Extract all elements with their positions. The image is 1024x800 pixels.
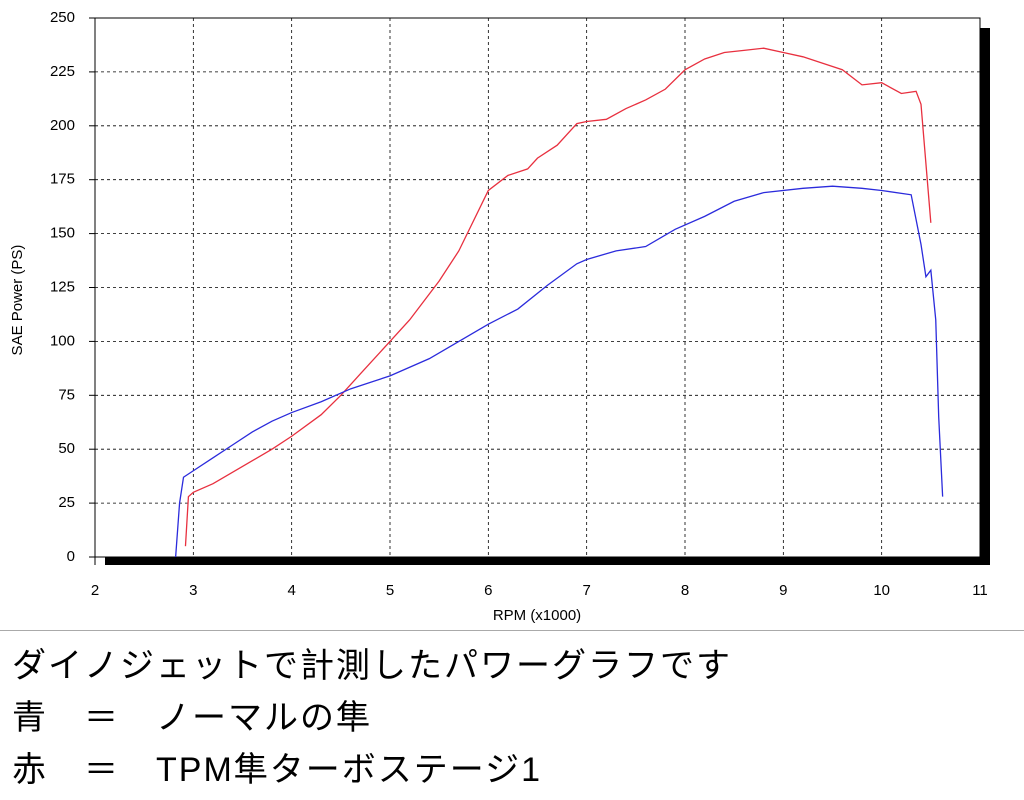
x-tick-label: 6	[484, 582, 492, 599]
y-tick-label: 100	[50, 332, 75, 349]
y-tick-label: 25	[58, 494, 75, 511]
y-tick-label: 250	[50, 9, 75, 26]
y-tick-label: 75	[58, 386, 75, 403]
y-tick-label: 150	[50, 225, 75, 242]
y-tick-label: 175	[50, 171, 75, 188]
caption: ダイノジェットで計測したパワーグラフです	[12, 647, 732, 685]
x-tick-label: 8	[681, 582, 689, 599]
shadow	[105, 557, 990, 565]
x-axis-label: RPM (x1000)	[493, 607, 581, 624]
y-tick-label: 50	[58, 440, 75, 457]
separator	[0, 630, 1024, 631]
y-tick-label: 125	[50, 278, 75, 295]
x-tick-label: 2	[91, 582, 99, 599]
x-tick-label: 3	[189, 582, 197, 599]
y-tick-label: 200	[50, 117, 75, 134]
y-tick-label: 0	[67, 548, 75, 565]
shadow	[980, 28, 990, 565]
x-tick-label: 4	[287, 582, 295, 599]
x-tick-label: 7	[582, 582, 590, 599]
x-tick-label: 10	[873, 582, 890, 599]
chart: RPM (x1000) SAE Power (PS) 0255075100125…	[9, 9, 990, 624]
caption: 青 ＝ ノーマルの隼	[12, 699, 372, 737]
x-tick-label: 11	[972, 582, 988, 599]
caption: 赤 ＝ TPM隼ターボステージ1	[12, 751, 542, 789]
x-tick-label: 5	[386, 582, 394, 599]
y-tick-label: 225	[50, 63, 75, 80]
x-tick-label: 9	[779, 582, 787, 599]
series-line	[184, 47, 932, 547]
y-axis-label: SAE Power (PS)	[9, 245, 26, 356]
series-line	[174, 185, 944, 558]
